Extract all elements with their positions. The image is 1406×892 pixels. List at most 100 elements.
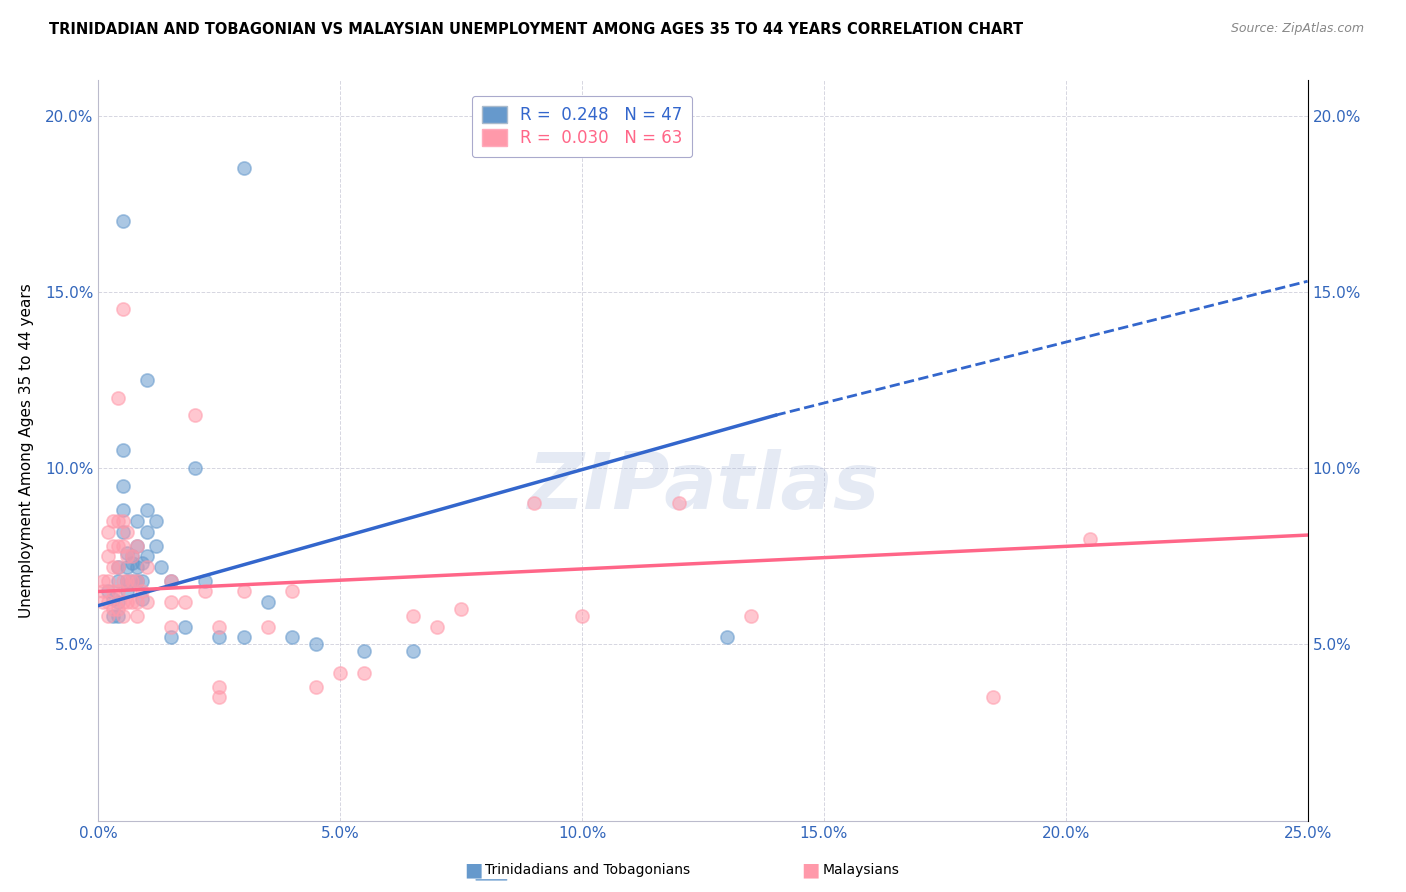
Point	[127, 574, 149, 588]
Point	[184, 461, 207, 475]
Point	[668, 496, 690, 510]
Point	[127, 559, 149, 574]
Point	[111, 302, 134, 317]
Point	[107, 602, 129, 616]
Point	[194, 574, 217, 588]
Point	[145, 514, 167, 528]
Point	[101, 591, 124, 606]
Point	[117, 574, 139, 588]
Point	[107, 391, 129, 405]
Point	[127, 539, 149, 553]
Point	[111, 514, 134, 528]
Point	[174, 595, 197, 609]
Point	[402, 609, 425, 624]
Point	[121, 549, 143, 564]
Point	[131, 591, 153, 606]
Point	[117, 574, 139, 588]
Point	[402, 644, 425, 658]
Point	[127, 539, 149, 553]
Point	[127, 514, 149, 528]
Point	[91, 595, 114, 609]
Point	[353, 665, 375, 680]
Point	[101, 514, 124, 528]
Point	[107, 559, 129, 574]
Point	[111, 539, 134, 553]
Point	[117, 584, 139, 599]
Point	[111, 503, 134, 517]
Point	[135, 503, 157, 517]
Point	[208, 620, 231, 634]
Point	[256, 595, 278, 609]
Point	[160, 595, 183, 609]
Point	[97, 595, 120, 609]
Point	[97, 549, 120, 564]
Point	[121, 549, 143, 564]
Point	[256, 620, 278, 634]
Point	[135, 524, 157, 539]
Point	[111, 595, 134, 609]
Point	[111, 479, 134, 493]
Point	[101, 539, 124, 553]
Point	[135, 549, 157, 564]
Point	[150, 559, 173, 574]
Point	[281, 630, 304, 644]
Point	[208, 690, 231, 705]
Point	[117, 524, 139, 539]
Point	[107, 595, 129, 609]
Y-axis label: Unemployment Among Ages 35 to 44 years: Unemployment Among Ages 35 to 44 years	[20, 283, 34, 618]
Point	[101, 559, 124, 574]
Point	[716, 630, 738, 644]
Point	[281, 584, 304, 599]
Point	[117, 549, 139, 564]
Point	[97, 609, 120, 624]
Point	[127, 595, 149, 609]
Point	[208, 630, 231, 644]
Point	[97, 584, 120, 599]
Text: Source: ZipAtlas.com: Source: ZipAtlas.com	[1230, 22, 1364, 36]
Text: ZIPatlas: ZIPatlas	[527, 450, 879, 525]
Point	[523, 496, 546, 510]
Text: ■: ■	[801, 860, 820, 880]
Point	[117, 595, 139, 609]
Point	[305, 637, 328, 651]
Point	[107, 559, 129, 574]
Point	[353, 644, 375, 658]
Point	[571, 609, 593, 624]
Point	[1078, 532, 1101, 546]
Point	[127, 609, 149, 624]
Point	[208, 680, 231, 694]
Text: Trinidadians and Tobagonians: Trinidadians and Tobagonians	[485, 863, 690, 877]
Point	[107, 574, 129, 588]
Point	[107, 584, 129, 599]
Point	[111, 214, 134, 228]
Point	[232, 630, 254, 644]
Point	[121, 595, 143, 609]
Point	[107, 539, 129, 553]
Point	[135, 559, 157, 574]
Point	[426, 620, 449, 634]
Point	[91, 574, 114, 588]
Point	[97, 574, 120, 588]
Point	[111, 443, 134, 458]
Point	[135, 373, 157, 387]
Point	[111, 574, 134, 588]
Point	[131, 556, 153, 570]
Point	[160, 620, 183, 634]
Point	[232, 161, 254, 176]
Point	[127, 574, 149, 588]
Point	[111, 609, 134, 624]
Point	[981, 690, 1004, 705]
Point	[174, 620, 197, 634]
Point	[107, 514, 129, 528]
Point	[101, 584, 124, 599]
Point	[111, 524, 134, 539]
Point	[194, 584, 217, 599]
Point	[329, 665, 352, 680]
Point	[101, 602, 124, 616]
Text: Malaysians: Malaysians	[823, 863, 900, 877]
Point	[121, 574, 143, 588]
Point	[101, 609, 124, 624]
Point	[131, 574, 153, 588]
Point	[107, 609, 129, 624]
Point	[232, 584, 254, 599]
